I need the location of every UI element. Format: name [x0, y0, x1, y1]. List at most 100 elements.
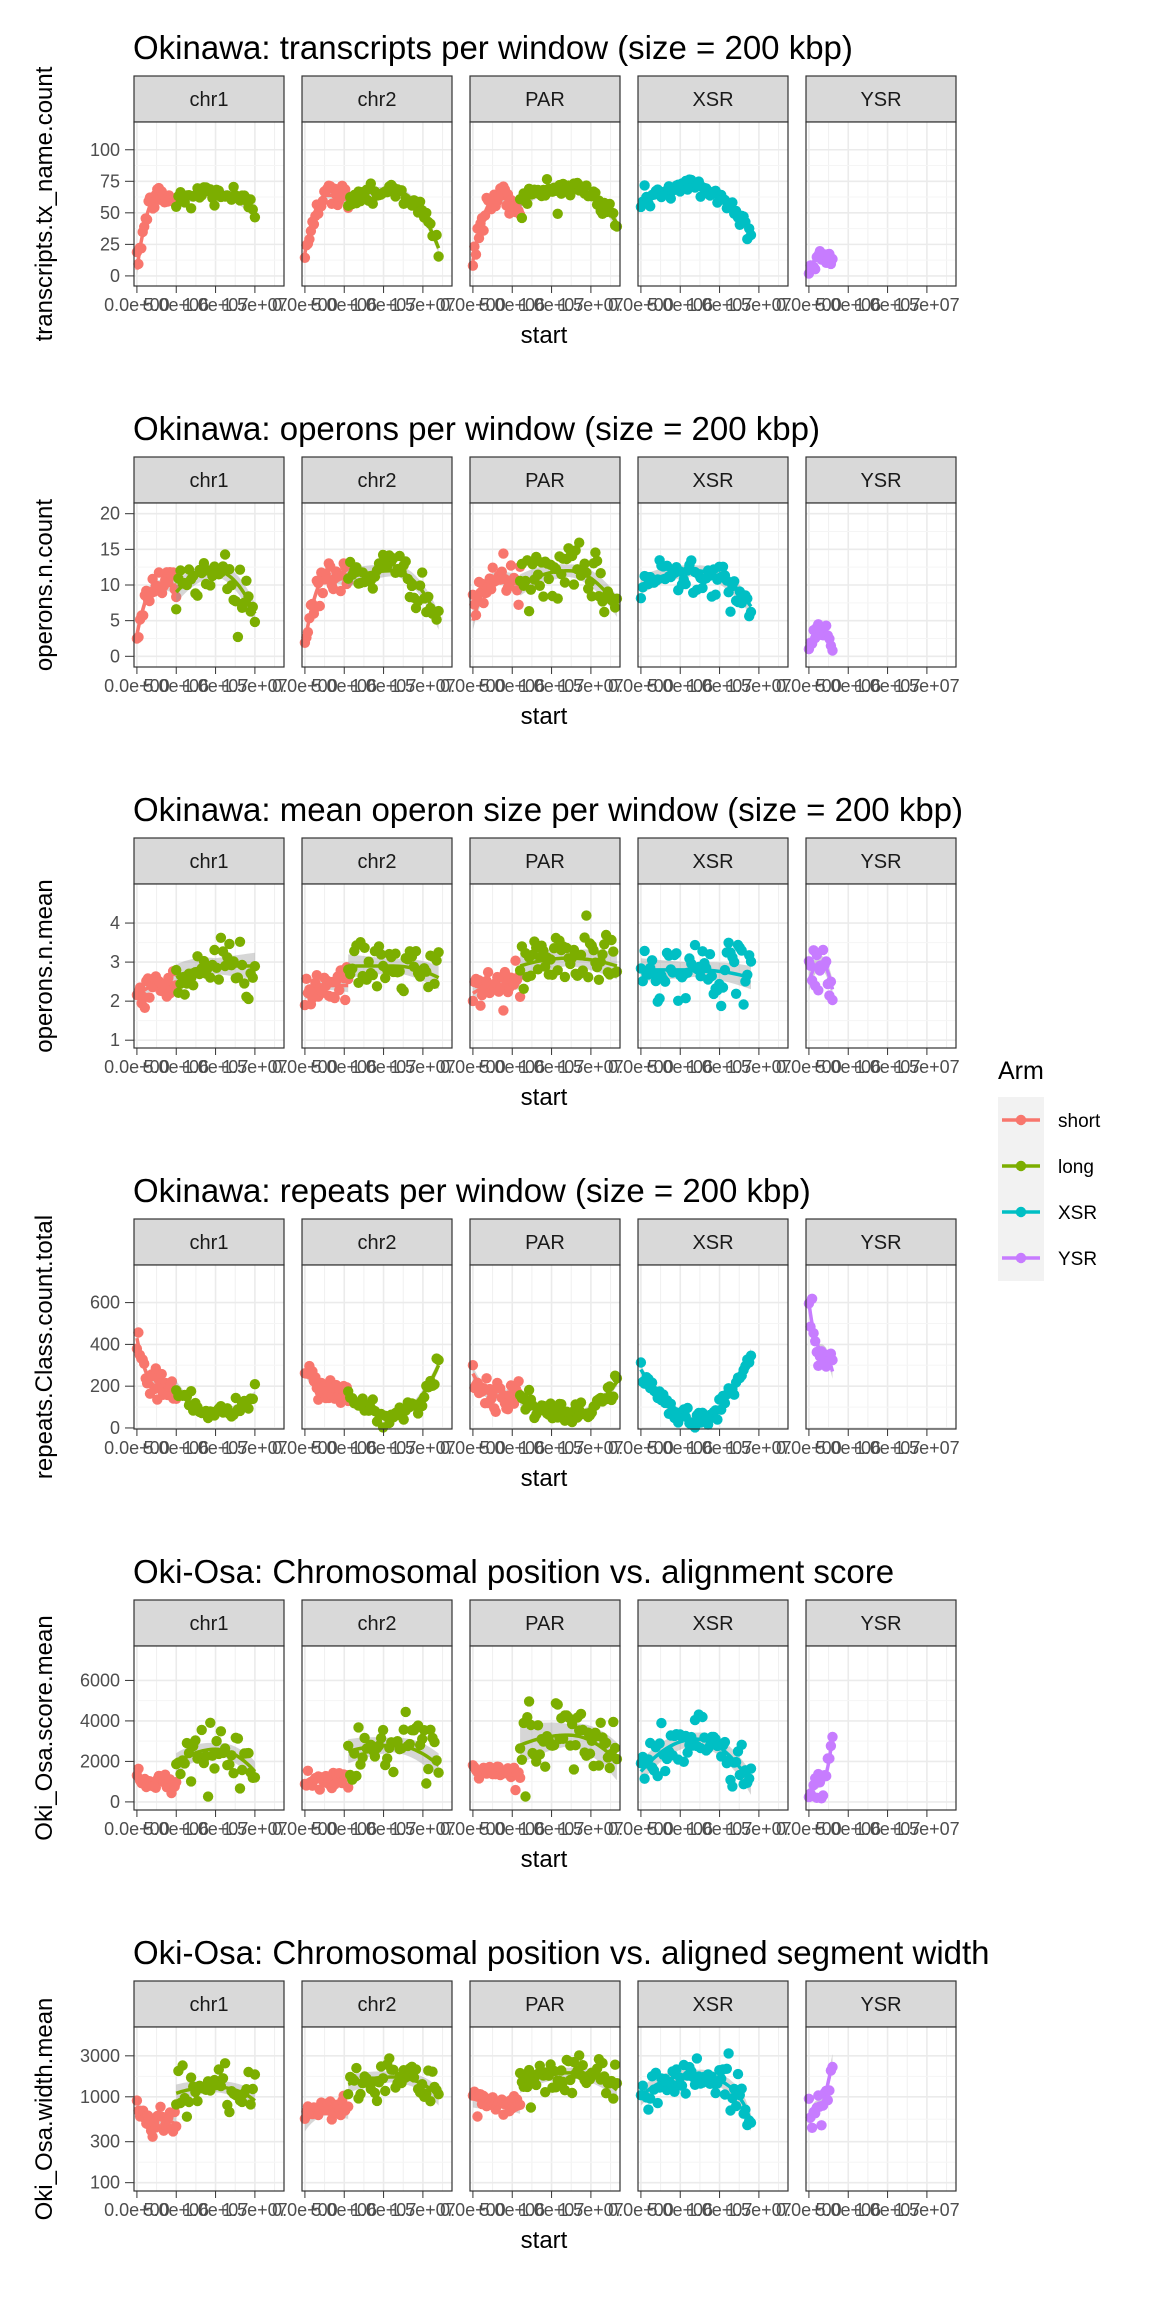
data-point [532, 1720, 544, 1731]
data-point [347, 963, 358, 974]
chart-row-5: Oki-Osa: Chromosomal position vs. alignm… [31, 1553, 960, 1873]
data-point [701, 962, 712, 974]
x-tick-label: 0.0e+00 [440, 1819, 506, 1839]
data-point [597, 949, 608, 960]
data-point [171, 2121, 182, 2132]
series-long [514, 2050, 623, 2113]
x-tick-label: 1.5e+07 [222, 676, 288, 696]
x-tick-label: 1.0e+07 [519, 1057, 585, 1077]
facet-strip [805, 75, 957, 123]
data-point [556, 569, 567, 580]
facet-label: XSR [692, 470, 733, 492]
data-point [717, 561, 729, 572]
x-tick-label: 1.5e+07 [390, 1438, 456, 1458]
data-point [249, 1379, 261, 1390]
x-tick-label: 1.5e+07 [894, 295, 960, 315]
data-point [302, 627, 314, 638]
data-point [704, 949, 716, 960]
data-point [136, 243, 147, 254]
data-point [249, 2069, 261, 2080]
data-point [635, 1357, 647, 1368]
data-point [706, 970, 717, 982]
series-long [343, 1353, 444, 1433]
x-tick-label: 1.5e+07 [222, 1819, 288, 1839]
x-tick-label: 5.0e+06 [143, 295, 209, 315]
data-point [513, 1376, 524, 1387]
data-point [144, 992, 155, 1003]
data-point [228, 1768, 239, 1779]
panel-border [469, 883, 621, 1049]
data-point [608, 1391, 619, 1402]
facet-strip [133, 75, 285, 123]
data-point [710, 2087, 721, 2099]
data-point [577, 2060, 588, 2071]
facet-strip [301, 837, 453, 885]
data-point [660, 976, 671, 987]
x-tick-label: 1.0e+07 [519, 2200, 585, 2220]
data-point [600, 1737, 612, 1749]
x-tick-label: 5.0e+06 [311, 1057, 377, 1077]
series-xsr [635, 555, 757, 622]
series-short [467, 1360, 526, 1418]
data-point [419, 1392, 430, 1403]
data-point [340, 994, 351, 1006]
x-tick-label: 1.5e+07 [894, 676, 960, 696]
y-tick-label: 0 [110, 266, 120, 286]
data-point [433, 1354, 444, 1366]
data-point [691, 2053, 703, 2064]
data-point [431, 614, 442, 625]
data-point [166, 1376, 178, 1387]
data-point [394, 966, 405, 977]
data-point [400, 556, 411, 567]
grid [638, 884, 788, 1048]
panel-border [637, 1264, 789, 1430]
data-point [473, 232, 485, 244]
data-point [523, 1384, 535, 1396]
x-tick-label: 0.0e+00 [776, 2200, 842, 2220]
data-point [249, 212, 261, 223]
data-point [179, 989, 190, 1000]
data-point [175, 1768, 186, 1780]
data-point [518, 983, 529, 994]
data-point [228, 181, 239, 193]
panel-border [301, 502, 453, 668]
data-point [719, 1397, 731, 1409]
facet-strip [805, 1599, 957, 1647]
panel-xsr: XSR 0.0e+005.0e+061.0e+071.5e+07 [608, 1980, 792, 2220]
data-point [821, 956, 832, 967]
data-point [540, 1761, 551, 1772]
y-tick-label: 600 [90, 1293, 120, 1313]
data-point [425, 2096, 436, 2107]
data-point [730, 988, 742, 999]
x-tick-label: 1.5e+07 [390, 2200, 456, 2220]
x-tick-label: 5.0e+06 [143, 1438, 209, 1458]
data-point [729, 956, 740, 968]
series-short [131, 182, 182, 275]
data-point [433, 251, 444, 262]
data-point [185, 1776, 197, 1787]
data-point [803, 2093, 815, 2104]
panel-border [637, 121, 789, 287]
x-tick-label: 1.0e+07 [687, 295, 753, 315]
data-point [131, 2095, 143, 2106]
data-point [308, 219, 320, 230]
x-tick-label: 0.0e+00 [272, 2200, 338, 2220]
data-point [581, 180, 592, 191]
data-point [367, 1394, 378, 1405]
data-point [514, 1743, 526, 1754]
panel-border [805, 502, 957, 668]
series-long [171, 1379, 261, 1424]
x-tick-label: 0.0e+00 [440, 295, 506, 315]
data-point [179, 1758, 190, 1769]
data-point [429, 1736, 440, 1748]
data-point [175, 565, 186, 576]
data-point [133, 632, 144, 643]
data-point [369, 1751, 381, 1762]
data-point [583, 1727, 594, 1738]
facet-strip [805, 456, 957, 504]
x-tick-label: 1.0e+07 [855, 1819, 921, 1839]
data-point [249, 961, 261, 972]
data-point [745, 956, 757, 967]
x-tick-label: 5.0e+06 [815, 2200, 881, 2220]
facet-strip [805, 837, 957, 885]
